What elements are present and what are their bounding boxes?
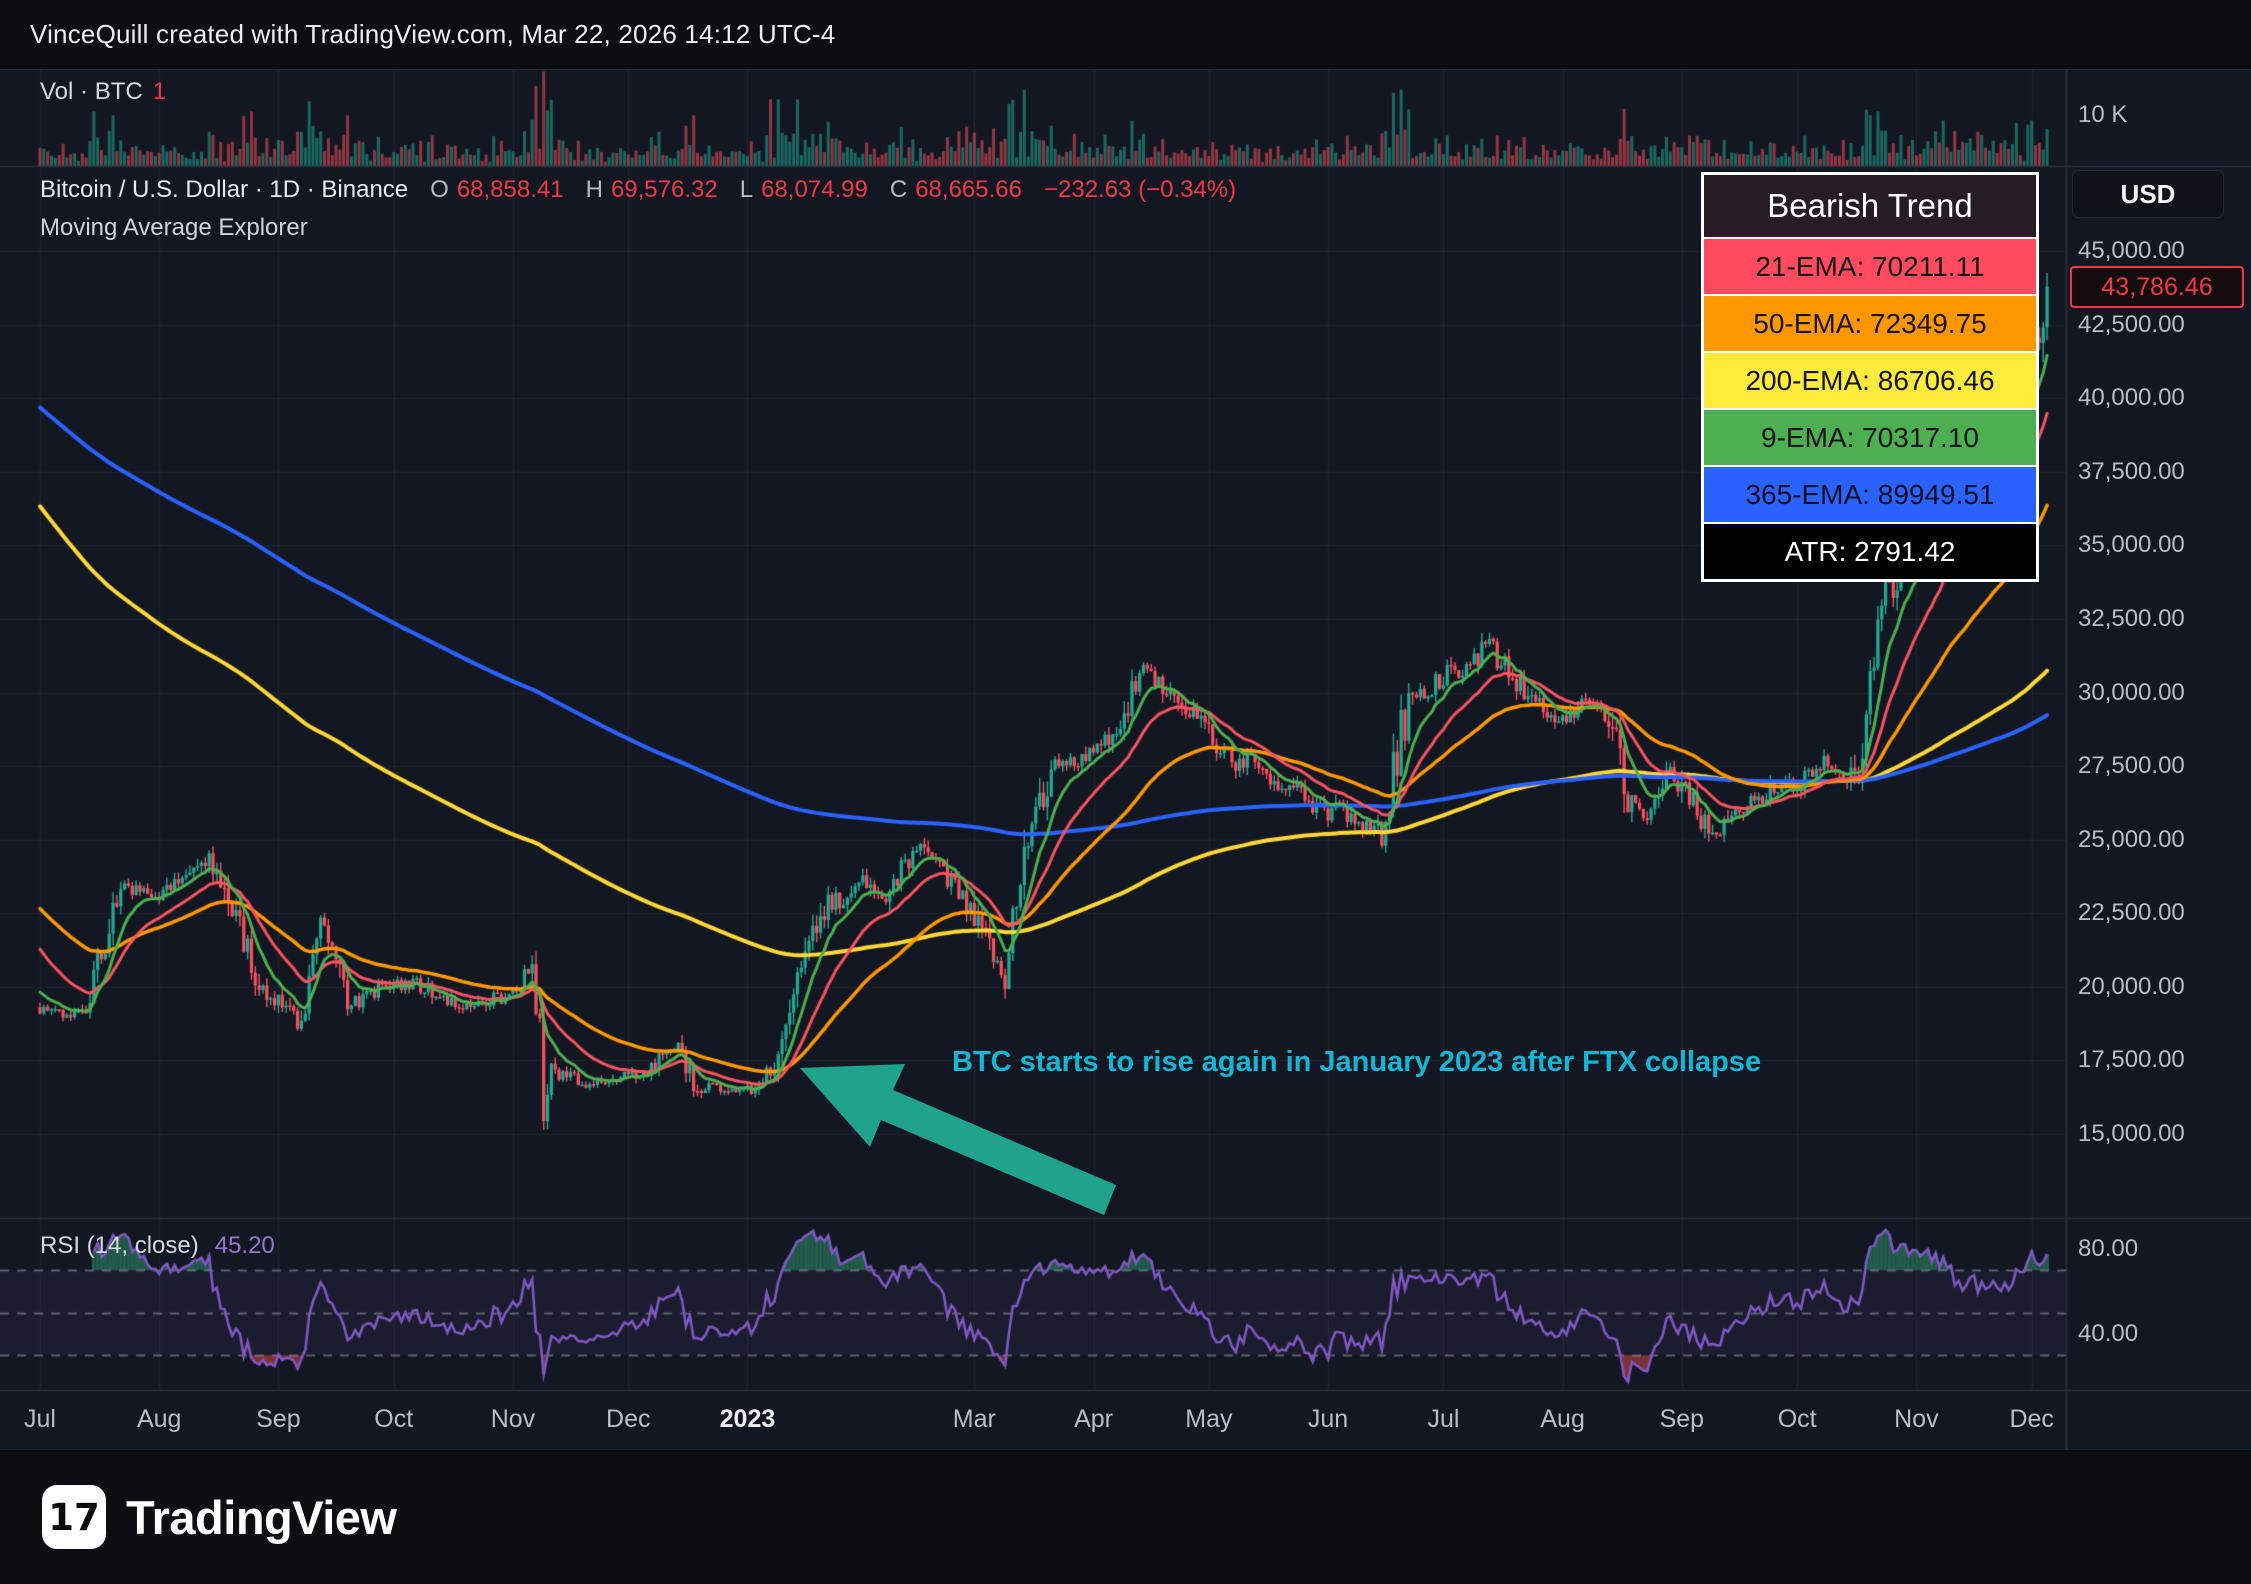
ohlc-low-label: L <box>739 176 754 203</box>
time-axis-label: Aug <box>1540 1405 1585 1433</box>
attribution-text: VinceQuill created with TradingView.com,… <box>30 19 836 49</box>
time-axis-label: Mar <box>952 1405 996 1433</box>
price-axis-label: 27,500.00 <box>2078 752 2185 780</box>
volume-axis-label: 10 K <box>2078 101 2128 128</box>
symbol-legend[interactable]: Bitcoin / U.S. Dollar · 1D · Binance O 6… <box>40 176 1236 204</box>
tradingview-wordmark: TradingView <box>126 1490 397 1544</box>
trend-legend-rows: 21-EMA: 70211.11 50-EMA: 72349.75 200-EMA:… <box>1704 237 2036 579</box>
price-axis-label: 20,000.00 <box>2078 972 2185 1000</box>
ohlc-low-value: 68,074.99 <box>761 176 868 203</box>
rsi-legend-label: RSI (14, close) <box>40 1232 199 1259</box>
rsi-legend[interactable]: RSI (14, close) 45.20 <box>40 1232 275 1260</box>
tradingview-logo[interactable]: 17 TradingView <box>42 1485 397 1549</box>
ohlc-change-value: −232.63 (−0.34%) <box>1043 176 1237 203</box>
time-axis-label: Oct <box>1777 1405 1817 1433</box>
rsi-legend-value: 45.20 <box>214 1232 275 1259</box>
volume-legend[interactable]: Vol · BTC 1 <box>40 78 176 106</box>
rsi-axis-label: 40.00 <box>2078 1320 2139 1347</box>
price-axis-label: 32,500.00 <box>2078 604 2185 632</box>
time-axis-label: Sep <box>256 1405 301 1433</box>
time-axis-scale[interactable]: Jul Aug Sep Oct Nov Dec 2023 Mar Apr May Jun Jul Aug… <box>0 1390 2066 1450</box>
volume-legend-label: Vol · BTC <box>40 78 143 105</box>
price-axis-label: 45,000.00 <box>2078 237 2185 264</box>
ohlc-open-value: 68,858.41 <box>456 176 564 203</box>
ohlc-close-label: C <box>889 176 908 203</box>
trend-legend-row: ATR: 2791.42 <box>1704 522 2036 579</box>
annotation-text[interactable]: BTC starts to rise again in January 2023… <box>952 1046 1762 1078</box>
trend-legend: Bearish Trend 21-EMA: 70211.11 50-EMA: 72… <box>1701 172 2039 582</box>
time-axis-label: 2023 <box>719 1405 776 1433</box>
price-axis-label: 37,500.00 <box>2078 457 2185 485</box>
footer-bar: 17 TradingView <box>0 1450 2251 1584</box>
attribution-bar: VinceQuill created with TradingView.com,… <box>0 0 2251 69</box>
usd-button[interactable]: USD <box>2072 170 2224 218</box>
price-axis-label: 42,500.00 <box>2078 310 2185 338</box>
trend-legend-row: 21-EMA: 70211.11 <box>1704 237 2036 294</box>
trend-legend-row: 365-EMA: 89949.51 <box>1704 465 2036 522</box>
price-axis-label: 22,500.00 <box>2078 899 2185 927</box>
price-axis-label: 15,000.00 <box>2078 1120 2185 1147</box>
right-axis-scale[interactable]: 10 K 45,000.00 42,500.00 40,000.00 37,500.00… <box>2066 0 2251 1450</box>
time-axis-label: Apr <box>1074 1405 1113 1433</box>
last-price-badge: 43,786.46 <box>2070 266 2244 308</box>
price-axis-label: 25,000.00 <box>2078 825 2185 853</box>
trend-legend-row: 9-EMA: 70317.10 <box>1704 408 2036 465</box>
time-axis-label: Jul <box>1427 1405 1460 1433</box>
time-axis-label: Nov <box>490 1405 536 1433</box>
tradingview-logo-icon: 17 <box>42 1485 106 1549</box>
time-axis-label: Dec <box>2009 1405 2054 1433</box>
trend-legend-row: 50-EMA: 72349.75 <box>1704 294 2036 351</box>
price-axis-label: 17,500.00 <box>2078 1046 2185 1074</box>
trend-legend-title: Bearish Trend <box>1704 175 2036 237</box>
symbol-title: Bitcoin / U.S. Dollar · 1D · Binance <box>40 176 409 203</box>
price-axis-label: 40,000.00 <box>2078 384 2185 412</box>
ohlc-open-label: O <box>430 176 449 203</box>
time-axis-label: Dec <box>606 1405 651 1433</box>
time-axis-label: Jun <box>1307 1405 1349 1433</box>
time-axis-label: Sep <box>1659 1405 1705 1433</box>
ohlc-high-label: H <box>585 176 603 203</box>
time-axis-label: Oct <box>374 1405 414 1433</box>
time-axis-label: Jul <box>24 1405 56 1433</box>
indicator-legend-ma-explorer[interactable]: Moving Average Explorer <box>40 214 308 241</box>
time-axis-label: May <box>1185 1405 1233 1433</box>
rsi-axis-label: 80.00 <box>2078 1235 2139 1262</box>
price-axis-label: 35,000.00 <box>2078 531 2185 559</box>
price-axis-label: 30,000.00 <box>2078 678 2185 706</box>
ohlc-close-value: 68,665.66 <box>915 176 1022 203</box>
ohlc-high-value: 69,576.32 <box>610 176 718 203</box>
volume-legend-value: 1 <box>152 78 167 105</box>
trend-legend-row: 200-EMA: 86706.46 <box>1704 351 2036 408</box>
time-axis-label: Aug <box>136 1405 182 1433</box>
time-axis-label: Nov <box>1894 1405 1939 1433</box>
